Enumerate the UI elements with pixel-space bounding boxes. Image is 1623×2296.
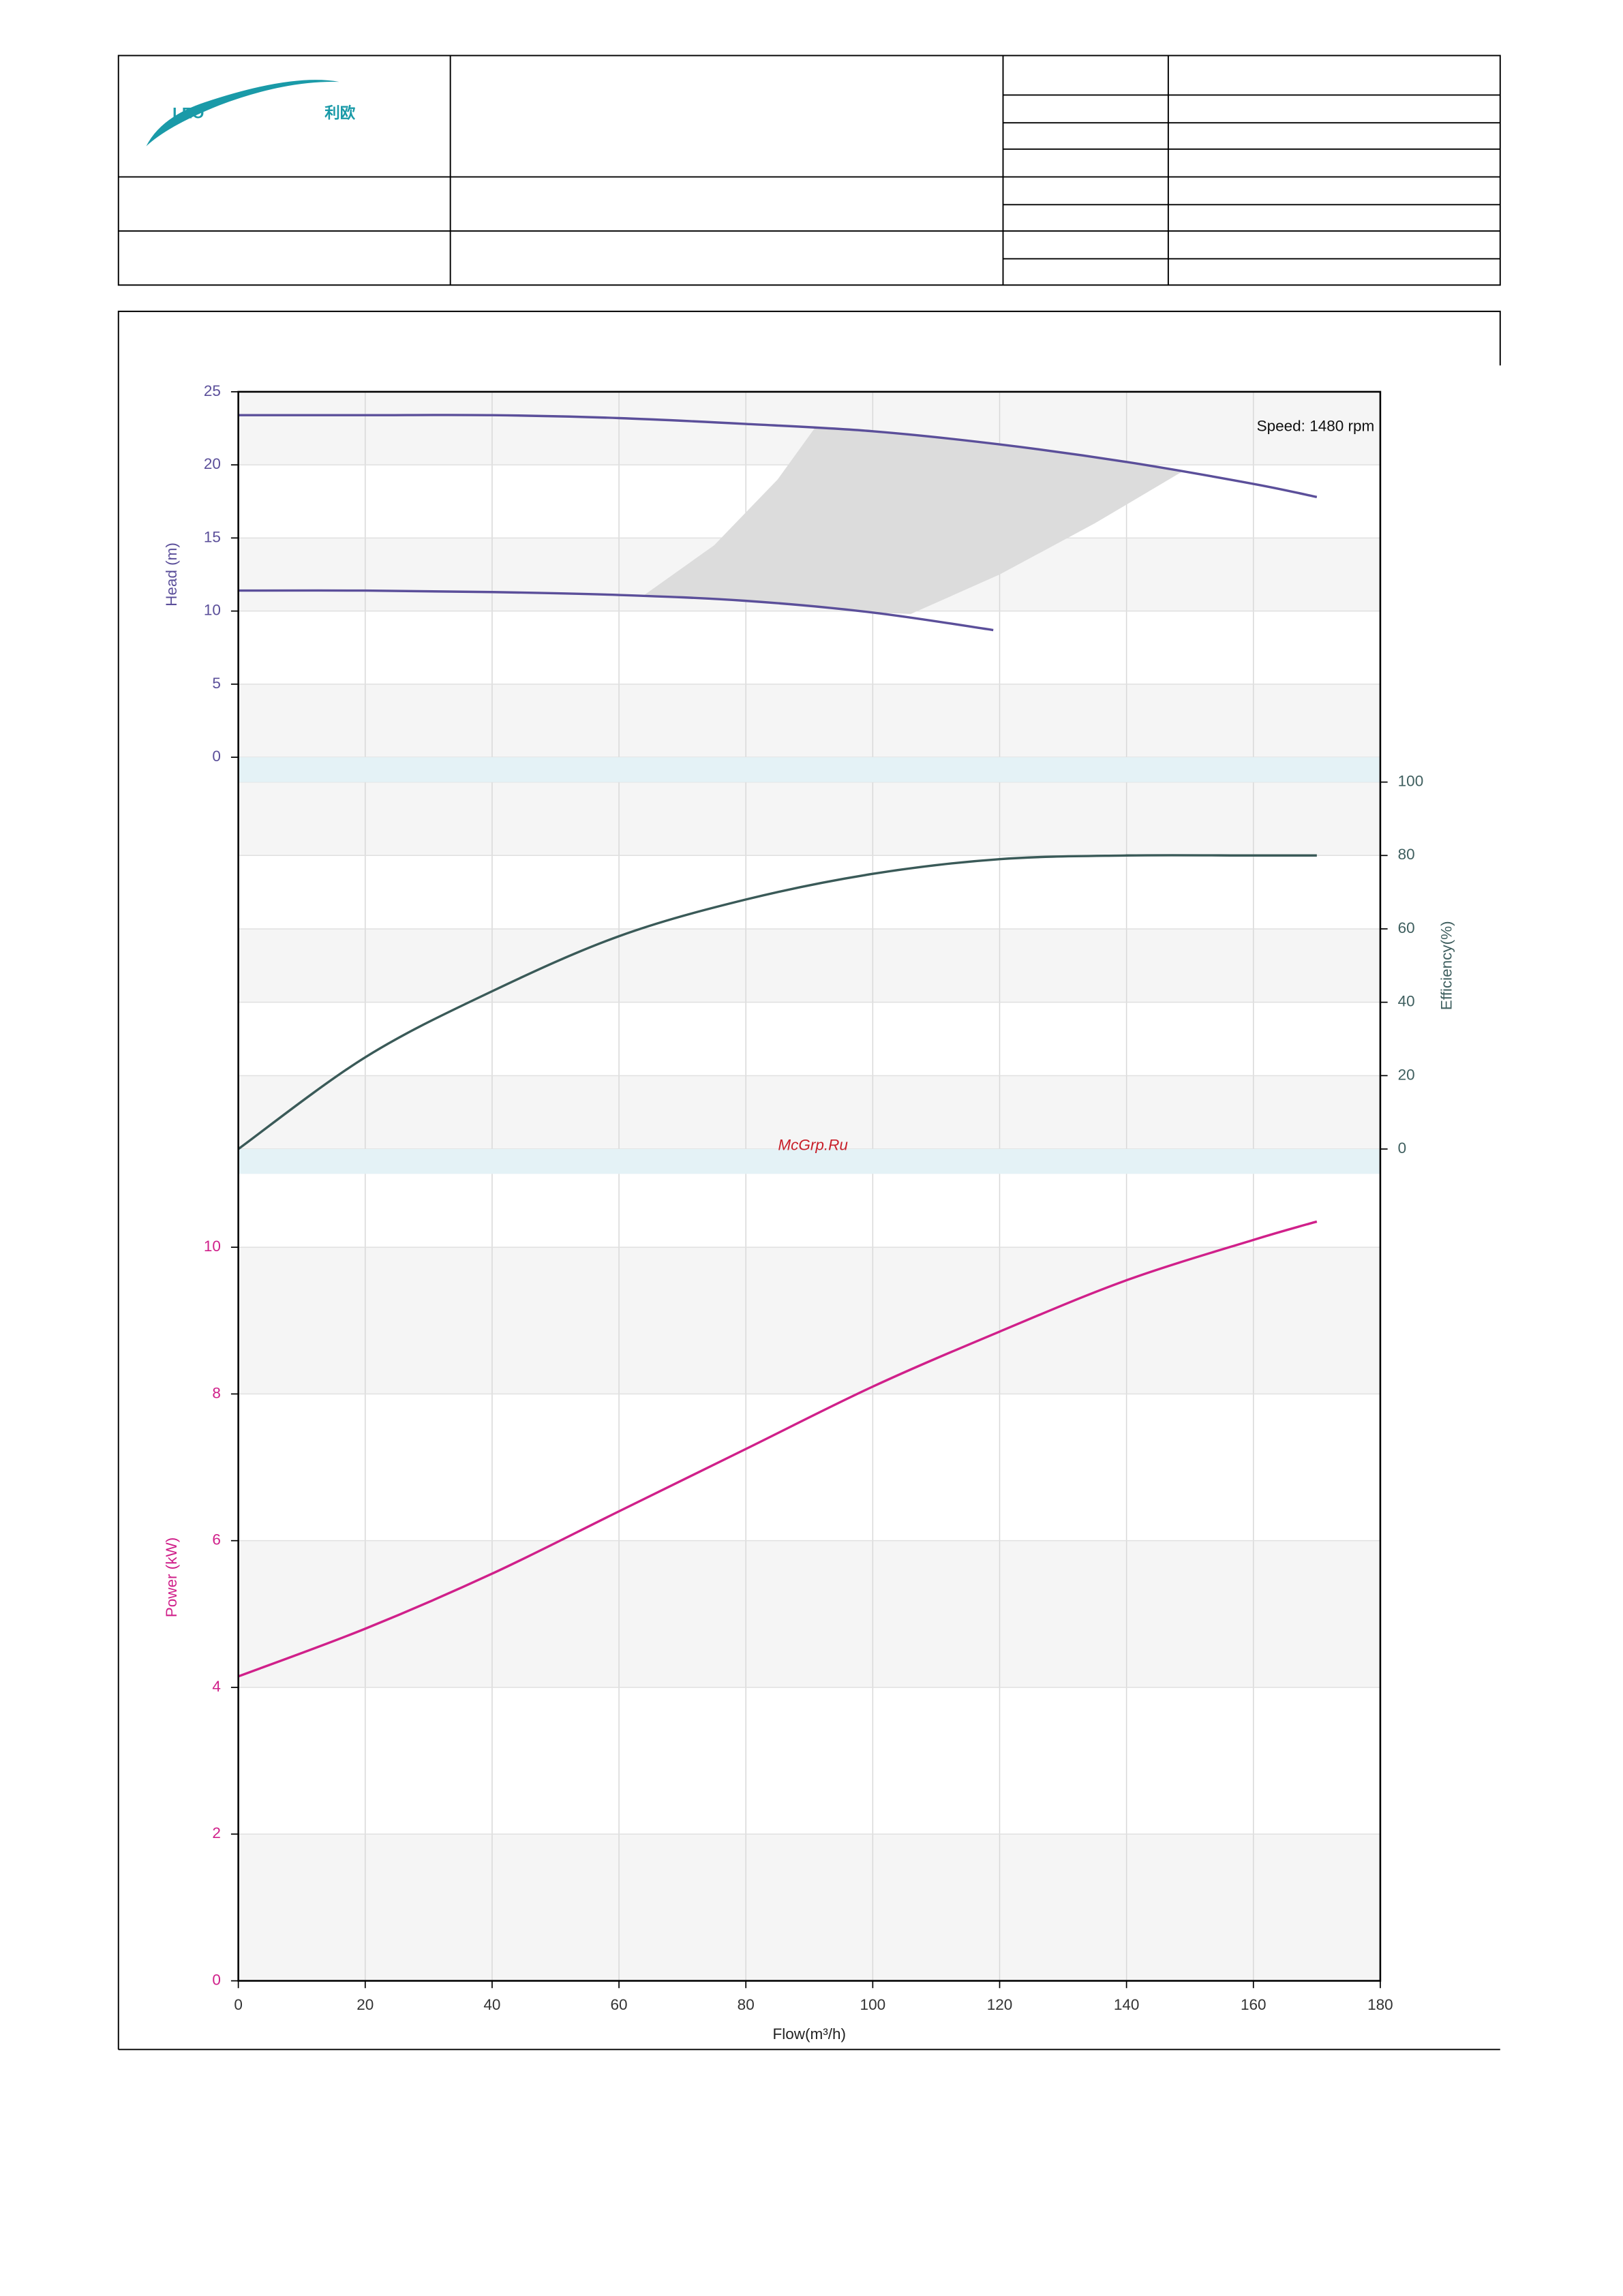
- x-tick-label: 180: [1367, 1996, 1393, 2013]
- y-tick-label: 100: [1398, 773, 1424, 790]
- band: [238, 1247, 1380, 1394]
- chart-frame: [117, 310, 1501, 2051]
- y-tick-label: 40: [1398, 993, 1415, 1010]
- annotation: Speed: 1480 rpm: [1257, 417, 1375, 434]
- band: [238, 684, 1380, 758]
- table-frame: [117, 55, 1501, 286]
- operating-region: [644, 427, 1184, 614]
- y-tick-label: 4: [212, 1678, 221, 1695]
- y-tick-label: 80: [1398, 846, 1415, 863]
- band: [238, 1075, 1380, 1150]
- plot-frame: [237, 391, 1382, 1982]
- x-tick-label: 40: [483, 1996, 500, 2013]
- y-tick-label: 10: [204, 1238, 221, 1255]
- y-tick-label: 20: [204, 455, 221, 472]
- curve: [237, 854, 1317, 1150]
- curve: [238, 414, 1318, 498]
- x-axis-label: Flow(m³/h): [772, 2025, 846, 2042]
- y-tick-label: 20: [1398, 1066, 1415, 1083]
- panel-separator: [238, 1149, 1380, 1174]
- x-tick-label: 0: [234, 1996, 243, 2013]
- y-tick-label: 25: [204, 382, 221, 399]
- y-tick-label: 2: [212, 1824, 221, 1841]
- x-tick-label: 20: [357, 1996, 374, 2013]
- band: [238, 1540, 1380, 1687]
- x-tick-label: 80: [738, 1996, 755, 2013]
- y-tick-label: 0: [1398, 1139, 1407, 1157]
- y-axis-label: Head (m): [163, 542, 180, 607]
- y-tick-label: 60: [1398, 919, 1415, 936]
- y-tick-label: 6: [212, 1531, 221, 1548]
- logo-text: 利欧: [324, 104, 356, 121]
- band: [238, 782, 1380, 856]
- y-tick-label: 5: [212, 675, 221, 692]
- band: [238, 1834, 1380, 1981]
- x-tick-label: 100: [860, 1996, 886, 2013]
- panel-separator: [238, 757, 1380, 782]
- y-tick-label: 0: [212, 748, 221, 765]
- plot-background: [238, 391, 1380, 1981]
- y-tick-label: 15: [204, 528, 221, 545]
- y-axis-label: Efficiency(%): [1438, 921, 1455, 1010]
- band: [238, 928, 1380, 1002]
- y-tick-label: 8: [212, 1384, 221, 1401]
- y-axis-label: Power (kW): [163, 1537, 180, 1618]
- x-tick-label: 140: [1114, 1996, 1140, 2013]
- plot: 0 20 40 60 80 100 120 140 160 180Flow(m³/h)051015…: [163, 382, 1455, 2042]
- watermark: McGrp.Ru: [778, 1137, 848, 1154]
- x-tick-label: 120: [987, 1996, 1013, 2013]
- header-table: LEO 利欧: [117, 55, 1501, 286]
- x-tick-label: 60: [611, 1996, 628, 2013]
- x-tick-label: 160: [1241, 1996, 1266, 2013]
- logo-mark: LEO: [172, 104, 204, 121]
- curve: [238, 589, 994, 632]
- y-tick-label: 0: [212, 1971, 221, 1988]
- logo-swoosh: [146, 80, 339, 147]
- y-tick-label: 10: [204, 602, 221, 619]
- curve: [238, 1220, 1318, 1678]
